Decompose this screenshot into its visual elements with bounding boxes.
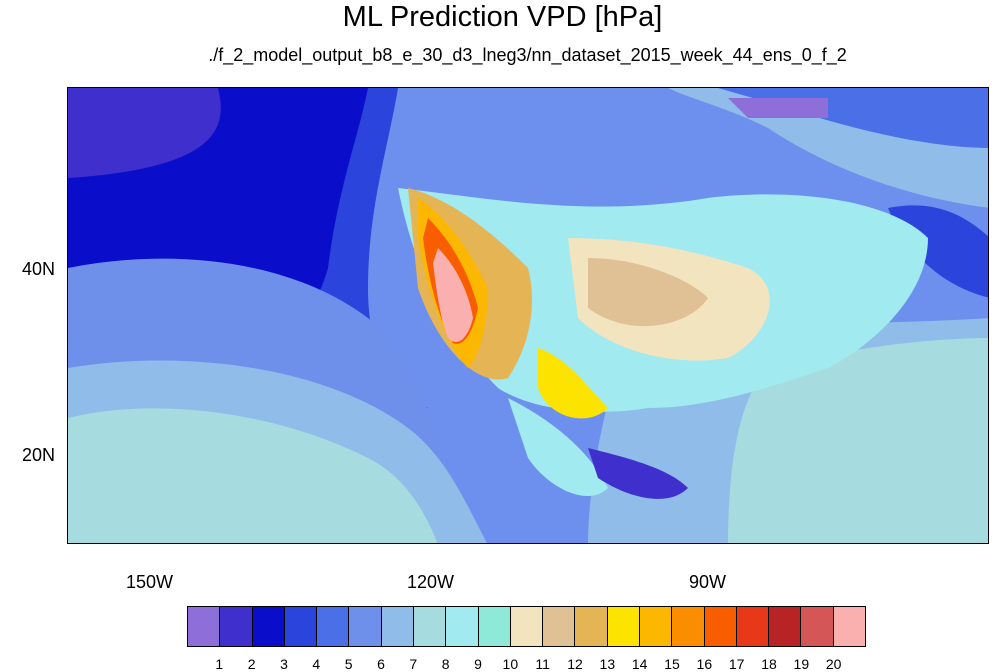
- colorbar-swatch: [543, 607, 576, 646]
- colorbar-label: 10: [502, 656, 519, 672]
- colorbar-label: 7: [409, 656, 418, 672]
- x-tick-120w: 120W: [407, 572, 455, 592]
- colorbar-swatch: [833, 607, 865, 646]
- x-tick-90w: 90W: [689, 572, 727, 592]
- colorbar-swatch: [575, 607, 608, 646]
- colorbar-swatch: [413, 607, 447, 646]
- colorbar-label: 3: [280, 656, 288, 672]
- colorbar-label: 16: [696, 656, 713, 672]
- colorbar-label: 1: [215, 656, 224, 672]
- colorbar-label: 9: [474, 656, 482, 672]
- colorbar-swatch: [252, 607, 285, 646]
- colorbar-label: 11: [535, 656, 550, 672]
- colorbar-swatch: [317, 607, 350, 646]
- y-tick-20n: 20N: [22, 445, 56, 465]
- colorbar-label: 8: [441, 656, 450, 672]
- colorbar-label: 6: [377, 656, 385, 672]
- colorbar-swatch: [188, 607, 221, 646]
- colorbar-label: 2: [247, 656, 256, 672]
- colorbar-label: 12: [567, 656, 583, 672]
- colorbar-swatch: [446, 607, 479, 646]
- colorbar-swatch: [639, 607, 673, 646]
- colorbar-swatch: [220, 607, 253, 646]
- colorbar: [187, 606, 866, 647]
- vpd-map-graphic: [68, 88, 988, 543]
- colorbar-label: 17: [728, 656, 745, 672]
- colorbar-swatch: [381, 607, 414, 646]
- colorbar-swatch: [284, 607, 318, 646]
- colorbar-swatch: [769, 607, 802, 646]
- colorbar-swatch: [478, 607, 511, 646]
- colorbar-label: 18: [761, 656, 777, 672]
- colorbar-swatch: [736, 607, 770, 646]
- colorbar-label: 5: [344, 656, 353, 672]
- colorbar-label: 15: [664, 656, 680, 672]
- colorbar-swatch: [510, 607, 544, 646]
- map-title: ML Prediction VPD [hPa]: [342, 1, 663, 33]
- colorbar-label: 4: [312, 656, 321, 672]
- colorbar-label: 20: [825, 656, 842, 672]
- colorbar-label: 14: [631, 656, 648, 672]
- colorbar-label: 13: [599, 656, 616, 672]
- colorbar-swatch: [349, 607, 382, 646]
- colorbar-swatch: [704, 607, 737, 646]
- x-tick-150w: 150W: [126, 572, 174, 592]
- colorbar-label: 19: [793, 656, 810, 672]
- colorbar-swatch: [672, 607, 705, 646]
- y-tick-40n: 40N: [22, 259, 56, 279]
- colorbar-swatch: [801, 607, 834, 646]
- vpd-map: [67, 87, 989, 544]
- map-subtitle: ./f_2_model_output_b8_e_30_d3_lneg3/nn_d…: [208, 45, 847, 65]
- colorbar-swatch: [607, 607, 640, 646]
